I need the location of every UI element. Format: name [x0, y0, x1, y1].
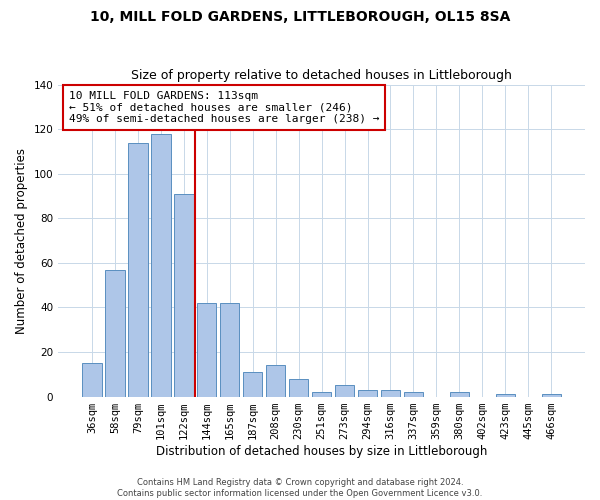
- X-axis label: Distribution of detached houses by size in Littleborough: Distribution of detached houses by size …: [156, 444, 487, 458]
- Bar: [266, 366, 286, 396]
- Bar: [197, 303, 217, 396]
- Y-axis label: Number of detached properties: Number of detached properties: [15, 148, 28, 334]
- Bar: [542, 394, 561, 396]
- Bar: [220, 303, 239, 396]
- Text: 10, MILL FOLD GARDENS, LITTLEBOROUGH, OL15 8SA: 10, MILL FOLD GARDENS, LITTLEBOROUGH, OL…: [90, 10, 510, 24]
- Bar: [449, 392, 469, 396]
- Bar: [105, 270, 125, 396]
- Bar: [496, 394, 515, 396]
- Bar: [381, 390, 400, 396]
- Bar: [289, 379, 308, 396]
- Bar: [243, 372, 262, 396]
- Bar: [128, 142, 148, 396]
- Bar: [404, 392, 423, 396]
- Text: Contains HM Land Registry data © Crown copyright and database right 2024.
Contai: Contains HM Land Registry data © Crown c…: [118, 478, 482, 498]
- Bar: [358, 390, 377, 396]
- Bar: [335, 386, 355, 396]
- Bar: [151, 134, 170, 396]
- Bar: [82, 363, 101, 396]
- Title: Size of property relative to detached houses in Littleborough: Size of property relative to detached ho…: [131, 69, 512, 82]
- Text: 10 MILL FOLD GARDENS: 113sqm
← 51% of detached houses are smaller (246)
49% of s: 10 MILL FOLD GARDENS: 113sqm ← 51% of de…: [69, 91, 379, 124]
- Bar: [174, 194, 194, 396]
- Bar: [312, 392, 331, 396]
